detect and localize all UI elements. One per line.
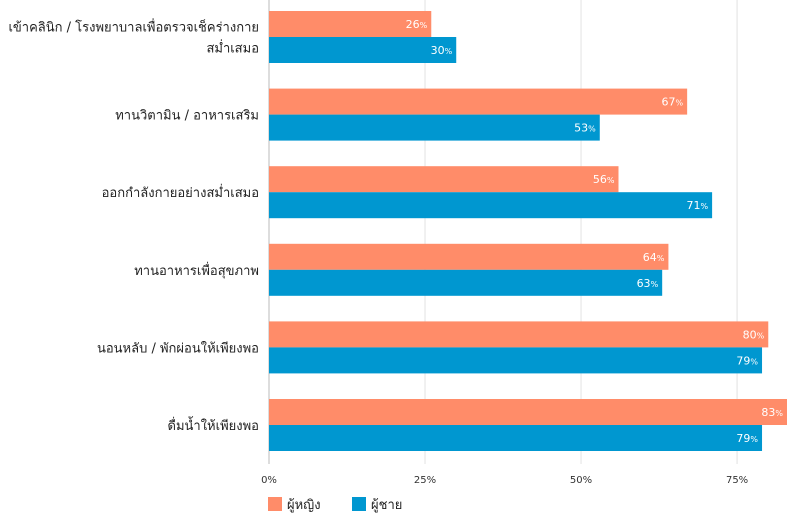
x-tick-labels: 0% 25% 50% 75%: [261, 475, 748, 486]
bar-value-label: 71%: [686, 199, 708, 212]
category-label: ดื่มน้ำให้เพียงพอ: [168, 416, 259, 434]
bar-value-label: 63%: [637, 277, 659, 290]
bar-men: [269, 114, 600, 141]
x-tick-label: 50%: [570, 475, 592, 486]
category-label: สม่ำเสมอ: [206, 40, 259, 57]
bar-value-label: 30%: [431, 44, 453, 57]
category-label: ทานอาหารเพื่อสุขภาพ: [134, 262, 259, 279]
bar-women: [269, 88, 688, 115]
legend: ผู้หญิง ผู้ชาย: [268, 497, 402, 513]
bar-men: [269, 347, 763, 374]
legend-label-men: ผู้ชาย: [371, 498, 402, 513]
legend-label-women: ผู้หญิง: [287, 498, 321, 513]
bar-value-label: 79%: [736, 354, 758, 367]
category-label: ออกกำลังกายอย่างสม่ำเสมอ: [102, 184, 259, 201]
bar-men: [269, 37, 457, 63]
bar-value-label: 67%: [662, 96, 684, 109]
bar-men: [269, 192, 713, 219]
bar-value-label: 64%: [643, 251, 665, 264]
category-label: นอนหลับ / พักผ่อนให้เพียงพอ: [97, 340, 259, 356]
bar-men: [269, 425, 763, 451]
bar-women: [269, 321, 769, 348]
bar-value-label: 26%: [406, 18, 428, 31]
bar-women: [269, 166, 619, 193]
bar-value-label: 56%: [593, 173, 615, 186]
category-labels: เข้าคลินิก / โรงพยาบาลเพื่อตรวจเช็คร่างก…: [8, 18, 259, 435]
legend-swatch-women: [268, 497, 282, 511]
bar-women: [269, 243, 669, 270]
bar-value-label: 53%: [574, 122, 596, 135]
x-tick-label: 0%: [261, 475, 277, 486]
bar-value-label: 79%: [736, 432, 758, 445]
bar-value-label: 80%: [743, 328, 765, 341]
bar-men: [269, 269, 663, 296]
bar-women: [269, 399, 787, 425]
x-tick-label: 75%: [726, 475, 748, 486]
category-label: เข้าคลินิก / โรงพยาบาลเพื่อตรวจเช็คร่างก…: [8, 18, 259, 36]
legend-swatch-men: [352, 497, 366, 511]
gridlines: [268, 0, 738, 464]
bar-value-label: 83%: [761, 406, 783, 419]
bars: 26%30%67%53%56%71%64%63%80%79%83%79%: [269, 11, 787, 451]
x-tick-label: 25%: [414, 475, 436, 486]
category-label: ทานวิตามิน / อาหารเสริม: [115, 109, 259, 124]
bar-women: [269, 11, 432, 37]
